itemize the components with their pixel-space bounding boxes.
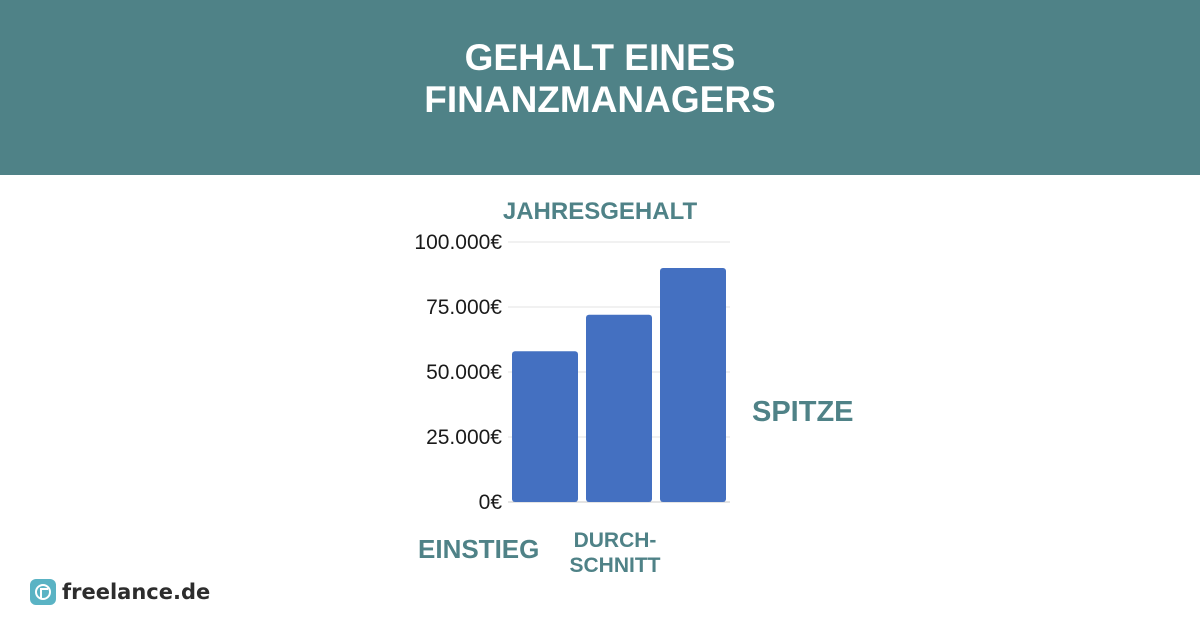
chart-title: JAHRESGEHALT <box>503 198 698 225</box>
y-tick-label: 25.000€ <box>426 426 502 449</box>
y-tick-label: 100.000€ <box>414 231 502 254</box>
y-tick-label: 75.000€ <box>426 296 502 319</box>
header-banner <box>0 0 1200 175</box>
category-label-line: DURCH- <box>573 529 657 552</box>
category-label-1: EINSTIEG <box>418 534 539 564</box>
y-tick-label: 50.000€ <box>426 361 502 384</box>
brand-logo: freelance.de <box>30 577 210 607</box>
category-label-3: SPITZE <box>752 396 854 429</box>
brand-name: freelance.de <box>62 580 211 604</box>
category-label-2: DURCH- SCHNITT <box>560 528 670 578</box>
bar-3 <box>660 268 726 502</box>
chart-bars <box>512 268 726 502</box>
category-label-line: SCHNITT <box>569 554 661 577</box>
category-label-line: SPITZE <box>752 396 854 428</box>
freelance-logo-icon <box>30 579 56 605</box>
y-tick-label: 0€ <box>479 491 503 514</box>
bar-1 <box>512 351 578 502</box>
bar-2 <box>586 314 652 502</box>
page-title-line-2: FINANZMANAGERS <box>424 79 776 120</box>
y-axis-tick-labels: 0€ 25.000€ 50.000€ 75.000€ 100.000€ <box>414 231 502 514</box>
category-label-line: EINSTIEG <box>418 534 540 564</box>
page-title-line-1: GEHALT EINES <box>464 37 736 78</box>
